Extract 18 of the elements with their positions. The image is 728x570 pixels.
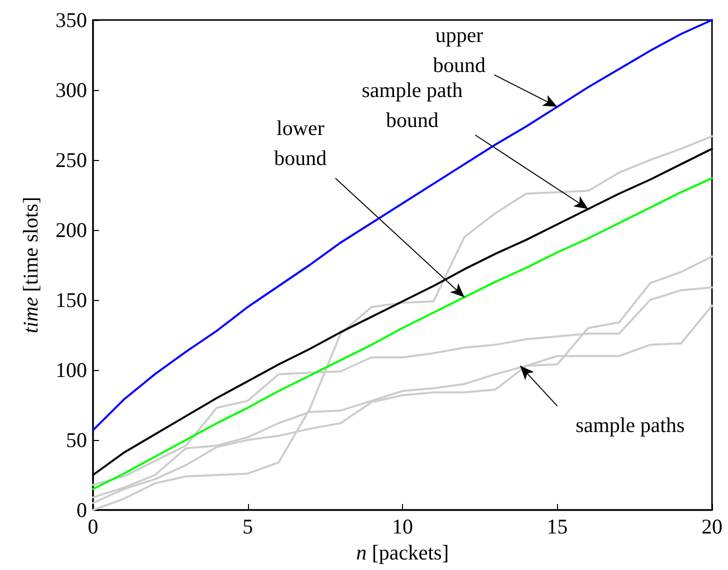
x-axis-title: n [packets] [356,540,449,564]
annotation: sample path bound [362,78,464,132]
x-tick-label: 20 [702,514,722,538]
y-tick-label: 200 [56,218,87,242]
y-tick-label: 100 [56,358,87,382]
y-tick-label: 300 [56,78,87,102]
y-tick-label: 350 [56,8,87,32]
y-axis-title: time [time slots] [18,196,42,334]
annotation: lower bound [274,116,328,170]
x-tick-label: 5 [242,514,253,538]
x-tick-label: 15 [546,514,568,538]
annotation: sample paths [576,412,685,437]
x-tick-label: 10 [392,514,413,538]
y-tick-label: 250 [56,148,87,172]
y-tick-label: 50 [66,428,87,452]
y-tick-label: 0 [76,498,87,522]
annotation: upper bound [433,22,486,77]
y-tick-label: 150 [56,288,87,312]
